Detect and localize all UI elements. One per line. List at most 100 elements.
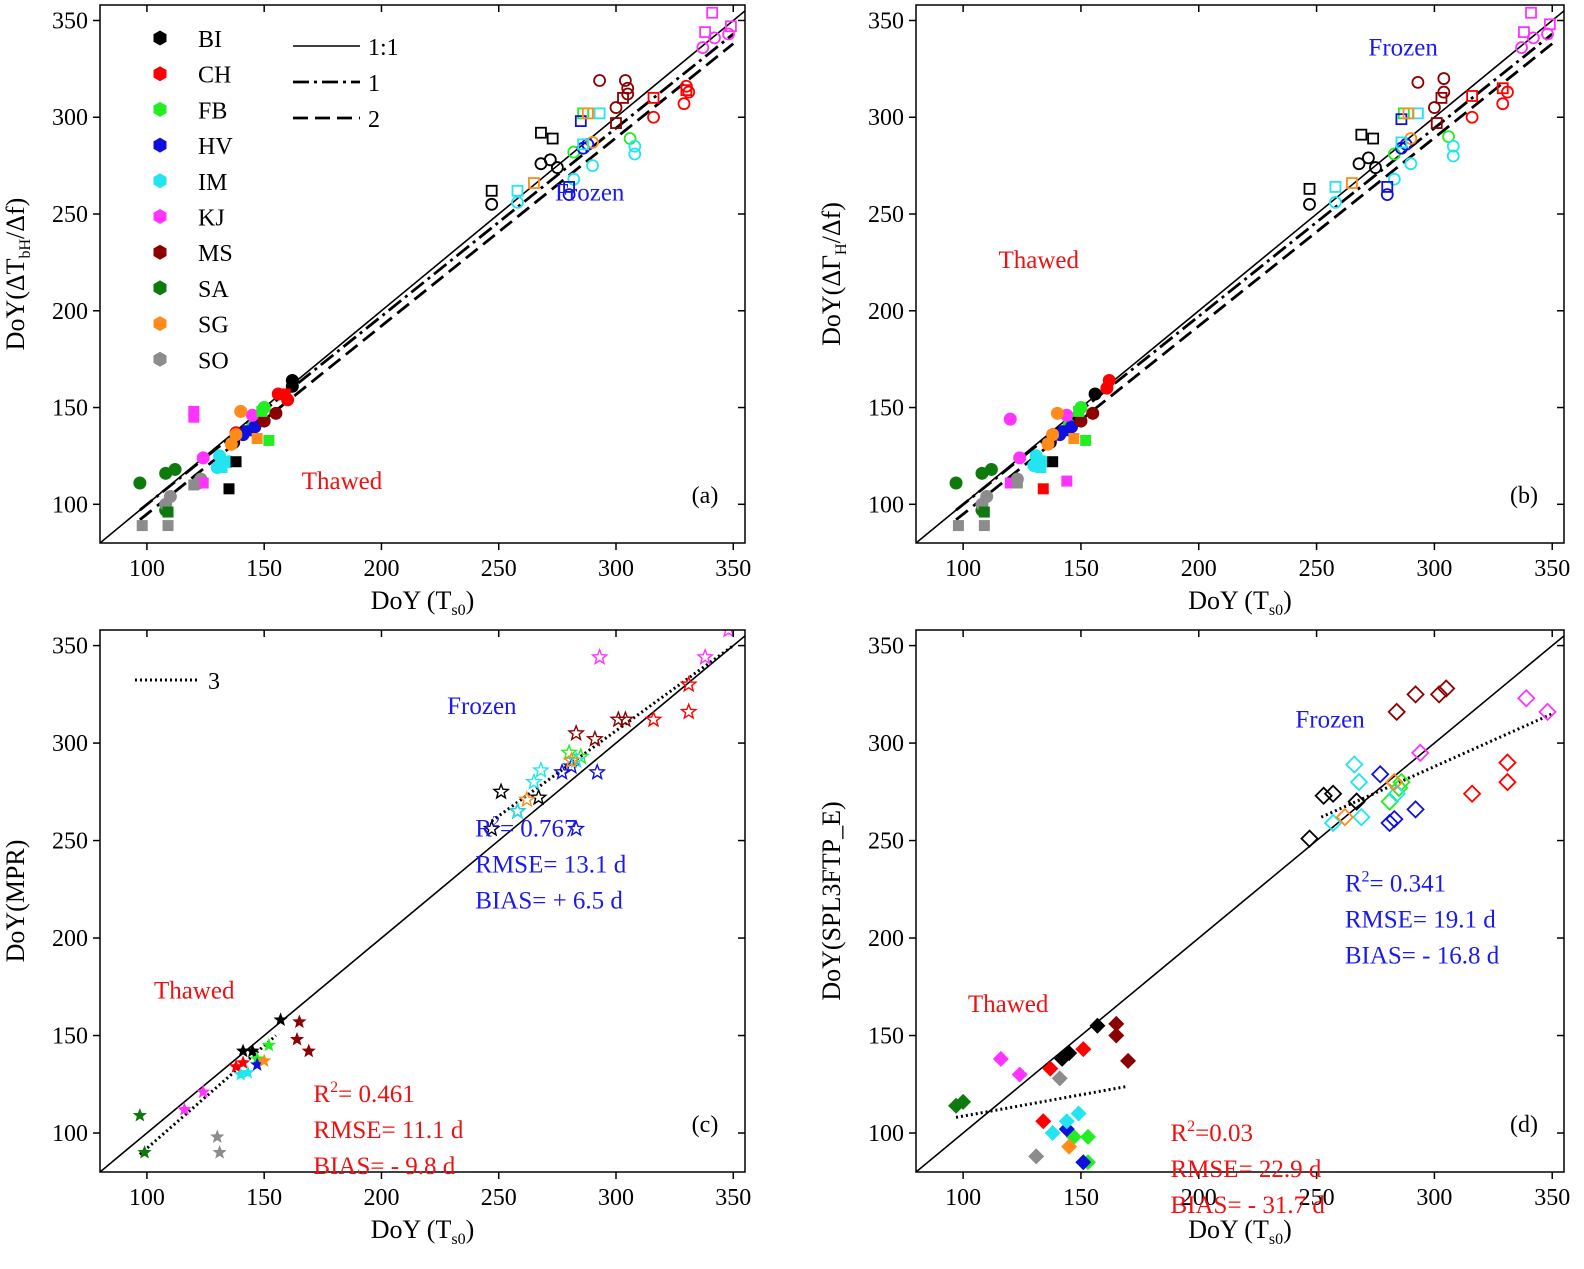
point-so-thawed-star_filled: [210, 1129, 225, 1143]
point-sa-thawed-star_filled: [132, 1107, 148, 1122]
y-tick-label: 350: [868, 8, 904, 34]
legend-line-label: 3: [208, 669, 220, 695]
point-im-thawed-square: [216, 462, 228, 474]
point-ch-frozen-diamond_open: [1462, 784, 1482, 804]
point-sg-thawed-diamond_filled: [1061, 1138, 1078, 1155]
point-so-thawed-star_filled: [212, 1145, 227, 1159]
one-to-one-line: [916, 635, 1564, 1172]
point-hv-frozen-square: [1381, 181, 1394, 193]
point-kj-frozen-square: [1525, 6, 1537, 19]
point-ms-frozen-diamond_open: [1387, 702, 1406, 722]
point-sg-frozen-diamond_open: [1335, 807, 1355, 827]
point-ch-thawed-diamond_filled: [1075, 1041, 1092, 1058]
point-bi-frozen-star_open: [529, 788, 548, 806]
point-kj-thawed-diamond_filled: [1011, 1066, 1028, 1083]
y-tick-label: 300: [868, 731, 904, 757]
point-bi-thawed-star_filled: [245, 1043, 260, 1058]
stats-rmse: RMSE= 11.1 d: [313, 1117, 464, 1144]
point-kj-frozen-square: [699, 26, 712, 38]
y-tick-label: 250: [52, 202, 88, 228]
point-ms-frozen-star_open: [616, 710, 635, 728]
point-so-thawed-square: [1011, 477, 1023, 489]
point-sg-thawed-circle: [1050, 406, 1064, 420]
x-tick-label: 100: [945, 556, 981, 582]
point-hv-thawed-square: [1058, 425, 1070, 437]
point-im-frozen-circle: [628, 147, 642, 161]
x-tick-label: 250: [481, 1185, 517, 1211]
point-so-thawed-square: [952, 520, 964, 532]
stats-r2: R2=0.03: [1170, 1118, 1253, 1147]
fit-line-dashed: [955, 42, 1554, 521]
point-sg-frozen-star_open: [562, 751, 581, 769]
y-tick-label: 300: [52, 731, 88, 757]
point-kj-frozen-diamond_open: [1517, 688, 1536, 708]
point-sg-frozen-square: [528, 177, 540, 189]
point-sa-thawed-circle: [984, 462, 998, 476]
y-tick-label: 300: [52, 105, 88, 131]
y-axis-label: DoY(SPL3FTP_E): [817, 801, 846, 1000]
x-tick-label: 250: [1299, 1185, 1335, 1211]
x-tick-label: 300: [1416, 1185, 1452, 1211]
point-ms-frozen-circle: [618, 74, 632, 87]
point-ch-thawed-star_filled: [228, 1059, 244, 1073]
y-tick-label: 150: [868, 1024, 904, 1050]
x-tick-label: 250: [481, 556, 517, 582]
point-sa-thawed-square: [162, 506, 174, 518]
annotation-thawed: Thawed: [302, 468, 383, 495]
point-ms-thawed-diamond_filled: [1108, 1015, 1125, 1032]
point-ms-frozen-square: [1430, 117, 1443, 129]
point-bi-thawed-circle: [1088, 387, 1102, 401]
point-fb-thawed-square: [1080, 434, 1092, 446]
plot-frame: [99, 4, 746, 544]
point-bi-frozen-circle: [1362, 151, 1375, 165]
x-tick-label: 350: [715, 556, 751, 582]
point-ch-frozen-square: [647, 91, 660, 104]
annotation-frozen: Frozen: [555, 179, 625, 206]
y-tick-label: 100: [52, 492, 88, 518]
legend-marker-kj: [153, 209, 167, 224]
point-bi-frozen-square: [535, 126, 547, 139]
point-im-thawed-diamond_filled: [1044, 1125, 1061, 1142]
point-ch-frozen-square: [1466, 90, 1479, 102]
point-fb-thawed-square: [256, 405, 268, 417]
point-ms-thawed-diamond_filled: [1108, 1027, 1125, 1044]
point-ms-thawed-star_filled: [301, 1043, 316, 1058]
panel-b: 100 150 200 250 300 350 100 150 200 250 300 350 DoY …: [817, 4, 1570, 619]
y-tick-label: 250: [868, 202, 904, 228]
point-im-frozen-diamond_open: [1349, 772, 1369, 792]
plot-frame: [99, 629, 746, 1173]
point-ms-frozen-circle: [1411, 76, 1425, 89]
point-kj-frozen-square: [1518, 26, 1530, 38]
point-im-frozen-circle: [1387, 172, 1401, 186]
point-im-frozen-square: [1329, 181, 1342, 193]
point-im-thawed-square: [1035, 462, 1047, 474]
legend-marker-ms: [153, 244, 167, 260]
point-hv-frozen-diamond_open: [1406, 800, 1425, 819]
x-tick-label: 150: [1063, 556, 1099, 582]
point-ch-frozen-square: [680, 84, 693, 97]
point-ch-thawed-square: [279, 388, 291, 400]
point-kj-frozen-square: [725, 20, 737, 33]
point-im-frozen-star_open: [531, 760, 550, 779]
legend-label-sa: SA: [198, 277, 229, 303]
point-fb-thawed-diamond_filled: [1080, 1128, 1097, 1145]
point-bi-frozen-square: [1367, 132, 1380, 145]
point-hv-frozen-square: [563, 181, 575, 193]
point-ms-frozen-square: [617, 91, 629, 104]
x-tick-label: 150: [246, 1185, 282, 1211]
point-sa-thawed-circle: [133, 476, 147, 490]
point-im-frozen-circle: [586, 159, 599, 173]
point-bi-thawed-square: [223, 483, 235, 495]
plot-area: [100, 6, 745, 543]
y-axis-label: DoY(MPR): [1, 840, 30, 963]
point-kj-frozen-circle: [722, 27, 735, 41]
point-sg-thawed-circle: [1041, 437, 1055, 451]
stats-rmse: RMSE= 19.1 d: [1345, 906, 1496, 933]
point-hv-thawed-star_filled: [250, 1057, 265, 1071]
point-ch-thawed-diamond_filled: [1035, 1113, 1052, 1130]
legend-line-label: 2: [368, 107, 380, 133]
panel-label: (d): [1510, 1112, 1538, 1138]
legend-label-im: IM: [198, 170, 227, 196]
x-tick-label: 350: [1534, 556, 1570, 582]
x-tick-label: 150: [246, 556, 282, 582]
